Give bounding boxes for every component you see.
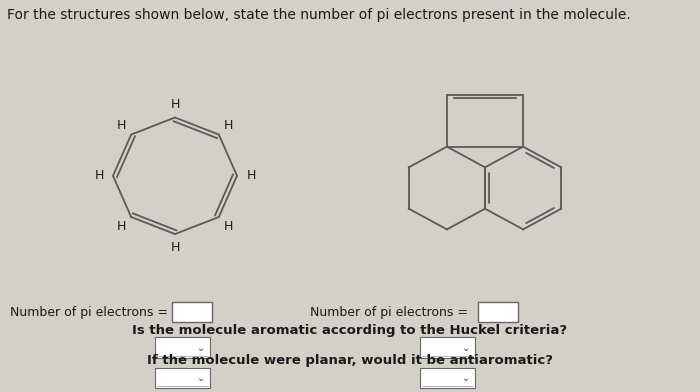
Text: Number of pi electrons =: Number of pi electrons = [310, 306, 468, 319]
Text: ⌄: ⌄ [462, 343, 470, 353]
Text: H: H [170, 241, 180, 254]
Text: ⌄: ⌄ [197, 343, 205, 353]
Text: H: H [224, 119, 233, 132]
Bar [478, 302, 518, 323]
Bar [155, 368, 210, 388]
Bar [420, 368, 475, 388]
Text: H: H [117, 119, 126, 132]
Text: H: H [224, 220, 233, 233]
Text: H: H [246, 169, 256, 182]
Text: H: H [117, 220, 126, 233]
Text: Number of pi electrons =: Number of pi electrons = [10, 306, 168, 319]
Bar [172, 302, 212, 323]
Bar [420, 338, 475, 358]
Text: If the molecule were planar, would it be antiaromatic?: If the molecule were planar, would it be… [147, 354, 553, 367]
Text: Is the molecule aromatic according to the Huckel criteria?: Is the molecule aromatic according to th… [132, 325, 568, 338]
Bar [155, 338, 210, 358]
Text: ⌄: ⌄ [462, 373, 470, 383]
Text: H: H [94, 169, 104, 182]
Text: ⌄: ⌄ [197, 373, 205, 383]
Text: For the structures shown below, state the number of pi electrons present in the : For the structures shown below, state th… [7, 9, 631, 22]
Text: H: H [170, 98, 180, 111]
